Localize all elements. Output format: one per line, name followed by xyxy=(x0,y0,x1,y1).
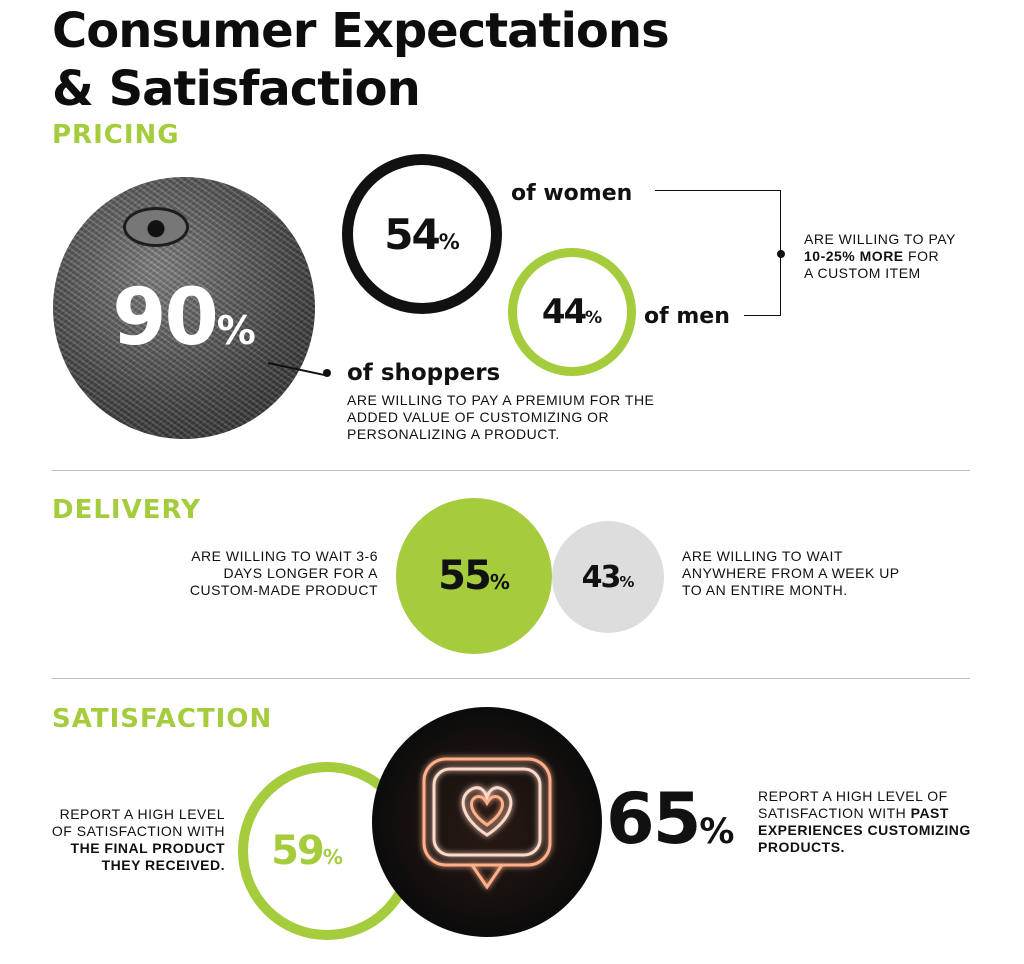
satisfaction-heading: SATISFACTION xyxy=(52,704,273,734)
men-value: 44% xyxy=(541,292,603,332)
eye-icon xyxy=(123,207,189,247)
divider-1 xyxy=(52,470,970,471)
shoppers-pointer-dot xyxy=(323,369,331,377)
bracket-bottom xyxy=(744,315,781,316)
shoppers-value: 90% xyxy=(112,273,256,363)
delivery-left-desc: ARE WILLING TO WAIT 3-6 DAYS LONGER FOR … xyxy=(189,548,378,598)
shoppers-desc: ARE WILLING TO PAY A PREMIUM FOR THE ADD… xyxy=(347,392,655,442)
women-label: of women xyxy=(511,181,633,206)
pricing-heading: PRICING xyxy=(52,120,180,150)
men-label: of men xyxy=(644,304,730,329)
pay-more-callout: ARE WILLING TO PAY 10-25% MORE FOR A CUS… xyxy=(804,231,956,281)
neon-heart-circle xyxy=(372,707,602,937)
delivery-55-value: 55% xyxy=(438,553,510,599)
delivery-heading: DELIVERY xyxy=(52,495,201,525)
women-ring: 54% xyxy=(342,154,502,314)
title-line-2: & Satisfaction xyxy=(52,61,421,117)
delivery-43-value: 43% xyxy=(581,559,635,595)
shoppers-label: of shoppers xyxy=(347,360,501,386)
men-ring: 44% xyxy=(508,248,636,376)
page-title: Consumer Expectations & Satisfaction xyxy=(52,2,670,118)
bracket-dot xyxy=(777,250,785,258)
delivery-right-desc: ARE WILLING TO WAIT ANYWHERE FROM A WEEK… xyxy=(682,548,900,598)
shoppers-photo-circle: 90% xyxy=(53,177,315,439)
satisfaction-right-desc: REPORT A HIGH LEVEL OF SATISFACTION WITH… xyxy=(758,788,971,855)
satisfaction-left-desc: REPORT A HIGH LEVEL OF SATISFACTION WITH… xyxy=(51,806,225,873)
delivery-55-circle: 55% xyxy=(396,498,552,654)
bracket-top xyxy=(655,190,781,191)
women-value: 54% xyxy=(384,209,460,259)
satisfaction-59-value: 59% xyxy=(271,828,343,874)
title-line-1: Consumer Expectations xyxy=(52,3,670,59)
divider-2 xyxy=(52,678,970,679)
satisfaction-65-value: 65% xyxy=(606,778,735,860)
delivery-43-circle: 43% xyxy=(552,521,664,633)
neon-heart-icon xyxy=(422,757,552,890)
